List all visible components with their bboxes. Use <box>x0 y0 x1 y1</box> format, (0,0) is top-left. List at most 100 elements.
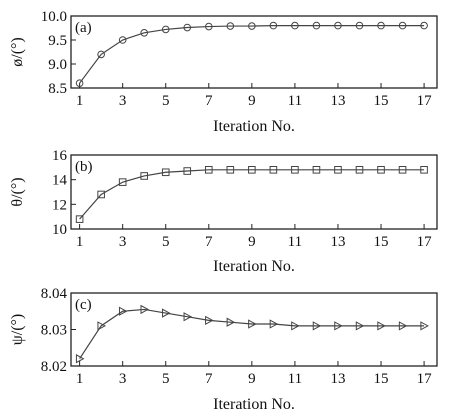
y-tick-label: 16 <box>52 148 68 164</box>
panel-label: (a) <box>75 20 92 36</box>
data-point <box>97 50 105 59</box>
data-point <box>118 178 127 186</box>
x-tick-label: 15 <box>374 93 389 109</box>
x-tick-label: 13 <box>330 234 345 250</box>
plot-frame <box>70 292 438 367</box>
data-point <box>226 166 235 174</box>
x-tick-label: 9 <box>248 93 256 109</box>
y-tick-label: 12 <box>52 197 67 213</box>
data-point <box>97 321 106 331</box>
data-point <box>269 319 279 329</box>
series-line <box>79 25 425 84</box>
series-line <box>79 169 425 220</box>
data-point <box>97 190 105 199</box>
x-tick-label: 5 <box>162 234 170 250</box>
x-tick-label: 17 <box>417 93 433 109</box>
x-tick-label: 1 <box>76 234 84 250</box>
plot-frame <box>70 15 438 89</box>
x-tick-label: 11 <box>288 371 302 387</box>
x-tick-label: 9 <box>248 234 256 250</box>
x-tick-label: 17 <box>417 371 433 387</box>
x-tick-label: 1 <box>76 371 84 387</box>
data-point <box>161 25 170 34</box>
x-tick-label: 7 <box>205 234 213 250</box>
x-axis-title: Iteration No. <box>213 396 295 413</box>
y-tick-label: 8.04 <box>41 286 68 302</box>
y-axis-title: ψ/(°) <box>9 314 26 346</box>
panel-label: (b) <box>75 159 93 175</box>
panels: 1 3 5 7 9 11 13 15 178.59.09.510.0(a)Iteration N… <box>9 9 438 413</box>
data-point <box>291 21 299 30</box>
data-point <box>226 317 236 327</box>
data-point <box>183 312 193 322</box>
data-point <box>75 354 85 364</box>
data-point <box>312 21 321 30</box>
x-tick-label: 7 <box>205 371 213 387</box>
data-point <box>377 21 385 30</box>
data-point <box>75 79 84 87</box>
data-point <box>161 168 170 177</box>
x-tick-label: 11 <box>288 93 302 109</box>
y-axis-title: ø/(°) <box>9 37 26 67</box>
x-tick-label: 11 <box>288 234 302 250</box>
data-point <box>420 21 428 30</box>
data-point <box>140 29 148 37</box>
panel-1: 1 3 5 7 9 11 13 15 178.59.09.510.0(a)Iteration N… <box>9 9 438 135</box>
data-point <box>269 21 278 30</box>
x-tick-label: 15 <box>374 371 389 387</box>
series-line <box>79 308 425 360</box>
x-tick-label: 5 <box>162 93 170 109</box>
data-point <box>204 22 213 31</box>
panel-3: 1 3 5 7 9 11 13 15 178.028.038.04(c)Iteration No… <box>9 286 438 413</box>
data-point <box>312 166 321 174</box>
data-point <box>226 22 235 30</box>
x-tick-label: 9 <box>248 371 256 387</box>
data-point <box>291 166 299 174</box>
data-point <box>355 166 364 174</box>
data-point <box>118 36 127 44</box>
y-axis-title: θ/(°) <box>9 177 26 206</box>
y-tick-label: 8.02 <box>41 359 67 375</box>
y-tick-label: 8.03 <box>41 323 67 339</box>
x-tick-label: 3 <box>119 234 127 250</box>
x-axis-title: Iteration No. <box>213 118 295 135</box>
y-tick-label: 10.0 <box>41 9 67 25</box>
x-tick-label: 15 <box>374 234 389 250</box>
data-point <box>398 21 407 30</box>
data-point <box>312 321 322 331</box>
y-tick-label: 8.5 <box>48 81 67 97</box>
data-point <box>204 166 213 174</box>
y-tick-label: 14 <box>52 173 68 189</box>
panel-label: (c) <box>75 297 92 313</box>
data-point <box>355 21 364 30</box>
data-point <box>291 321 300 331</box>
x-tick-label: 13 <box>330 371 345 387</box>
y-tick-label: 10 <box>52 222 67 238</box>
data-point <box>420 166 428 174</box>
data-point <box>248 166 256 174</box>
x-tick-label: 3 <box>119 371 127 387</box>
data-point <box>75 215 84 223</box>
data-point <box>334 321 343 331</box>
data-point <box>377 166 385 174</box>
data-point <box>205 315 214 326</box>
x-tick-label: 13 <box>330 93 345 109</box>
data-point <box>269 166 278 174</box>
data-point <box>162 308 171 318</box>
y-tick-label: 9.5 <box>48 33 67 49</box>
x-tick-label: 7 <box>205 93 213 109</box>
data-point <box>420 321 429 331</box>
x-tick-label: 17 <box>417 234 433 250</box>
data-point <box>183 23 192 32</box>
x-tick-label: 3 <box>119 93 127 109</box>
data-point <box>334 21 342 30</box>
data-point <box>118 306 128 316</box>
y-tick-label: 9.0 <box>48 57 67 73</box>
x-axis-title: Iteration No. <box>213 258 295 275</box>
data-point <box>140 304 150 315</box>
data-point <box>398 321 408 331</box>
data-point <box>248 22 256 30</box>
data-point <box>183 167 192 175</box>
data-point <box>248 319 257 329</box>
